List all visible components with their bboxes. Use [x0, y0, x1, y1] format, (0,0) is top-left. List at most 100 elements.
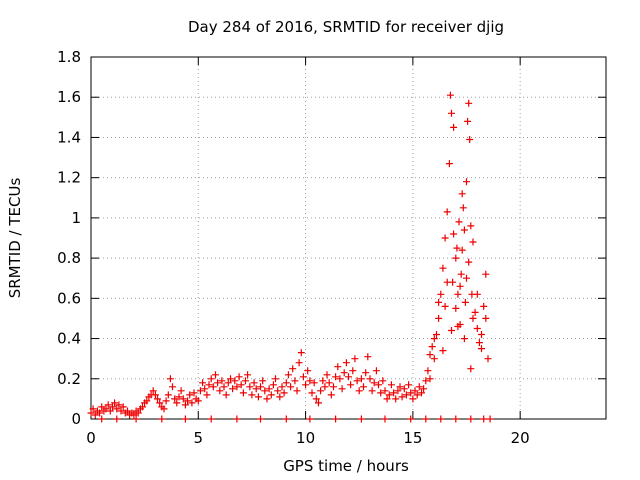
data-point — [162, 397, 170, 405]
data-point — [349, 367, 357, 375]
data-point — [461, 298, 469, 306]
data-point — [355, 387, 363, 395]
y-tick-label: 1.6 — [57, 88, 81, 106]
data-point — [184, 397, 192, 405]
data-point — [435, 314, 443, 322]
data-point — [428, 343, 436, 351]
data-point — [453, 244, 461, 252]
y-axis-title: SRMTID / TECUs — [6, 178, 24, 299]
data-point — [115, 401, 123, 409]
data-point — [327, 391, 335, 399]
data-point — [441, 302, 449, 310]
data-point — [235, 373, 243, 381]
data-point — [244, 371, 252, 379]
data-point — [471, 308, 479, 316]
data-point — [102, 405, 110, 413]
x-axis-title: GPS time / hours — [283, 457, 409, 475]
data-point — [450, 230, 458, 238]
data-point — [169, 383, 176, 391]
data-point — [143, 397, 151, 405]
data-point — [385, 391, 393, 399]
data-point — [424, 367, 432, 375]
data-point — [433, 331, 440, 338]
data-point — [439, 347, 447, 355]
data-point — [302, 381, 310, 389]
data-point — [308, 389, 316, 397]
tick-labels: 0 0.2 0.4 0.6 0.8 1 1.2 1.4 1.6 1.8 0 5 10 15 20 — [57, 48, 530, 447]
data-point — [156, 399, 164, 407]
data-point — [175, 393, 183, 401]
data-point — [265, 385, 273, 393]
data-point — [274, 387, 282, 395]
data-point — [383, 395, 391, 403]
data-point — [330, 383, 337, 391]
data-point — [430, 355, 438, 363]
grid — [91, 57, 606, 419]
data-point — [455, 218, 463, 226]
chart-title: Day 284 of 2016, SRMTID for receiver dji… — [188, 18, 504, 36]
data-point — [484, 355, 492, 363]
data-point — [452, 415, 460, 423]
data-point — [426, 351, 434, 359]
data-point — [207, 375, 215, 383]
x-tick-label: 15 — [403, 429, 422, 447]
data-point — [387, 381, 395, 389]
data-point — [181, 415, 189, 423]
data-point — [448, 109, 455, 117]
data-point — [209, 383, 217, 391]
data-point — [368, 387, 376, 395]
data-point — [486, 415, 494, 423]
y-tick-label: 0.4 — [57, 330, 81, 348]
data-point — [98, 415, 106, 423]
data-point — [422, 377, 430, 385]
data-point — [196, 387, 204, 395]
data-point — [214, 379, 222, 387]
data-point — [439, 264, 447, 272]
data-point — [229, 385, 237, 393]
data-point — [186, 391, 194, 399]
data-point — [282, 415, 290, 423]
data-point — [467, 222, 475, 230]
data-point — [257, 383, 264, 391]
data-point — [465, 258, 473, 266]
data-point — [415, 383, 423, 391]
y-tick-label: 0.6 — [57, 289, 81, 307]
data-point — [357, 375, 365, 383]
data-point — [413, 391, 421, 399]
data-point — [398, 393, 406, 401]
data-point — [437, 415, 445, 423]
data-point — [478, 331, 485, 338]
data-point — [173, 399, 181, 407]
data-point — [332, 373, 340, 381]
data-point — [459, 204, 467, 212]
data-point — [246, 383, 254, 391]
data-point — [224, 379, 232, 387]
data-point — [454, 290, 462, 298]
data-point — [473, 290, 481, 298]
data-point — [306, 377, 314, 385]
data-point — [109, 403, 116, 411]
data-point — [482, 270, 490, 278]
data-point — [106, 407, 114, 415]
data-point — [379, 377, 387, 385]
data-point — [248, 391, 256, 399]
data-point — [338, 385, 346, 393]
data-point — [231, 377, 239, 385]
data-point — [89, 405, 97, 413]
data-point — [87, 409, 95, 417]
data-point — [96, 409, 104, 417]
data-points — [87, 91, 494, 423]
data-point — [310, 379, 318, 387]
data-point — [402, 391, 410, 399]
data-point — [473, 325, 481, 332]
data-point — [426, 375, 434, 383]
y-tick-label: 1 — [71, 209, 81, 227]
data-point — [177, 387, 185, 395]
data-point — [446, 91, 454, 99]
y-tick-label: 1.8 — [57, 48, 81, 66]
data-point — [272, 375, 279, 383]
data-point — [458, 246, 466, 254]
y-tick-label: 1.4 — [57, 128, 81, 146]
data-point — [463, 274, 470, 282]
data-point — [227, 375, 234, 383]
